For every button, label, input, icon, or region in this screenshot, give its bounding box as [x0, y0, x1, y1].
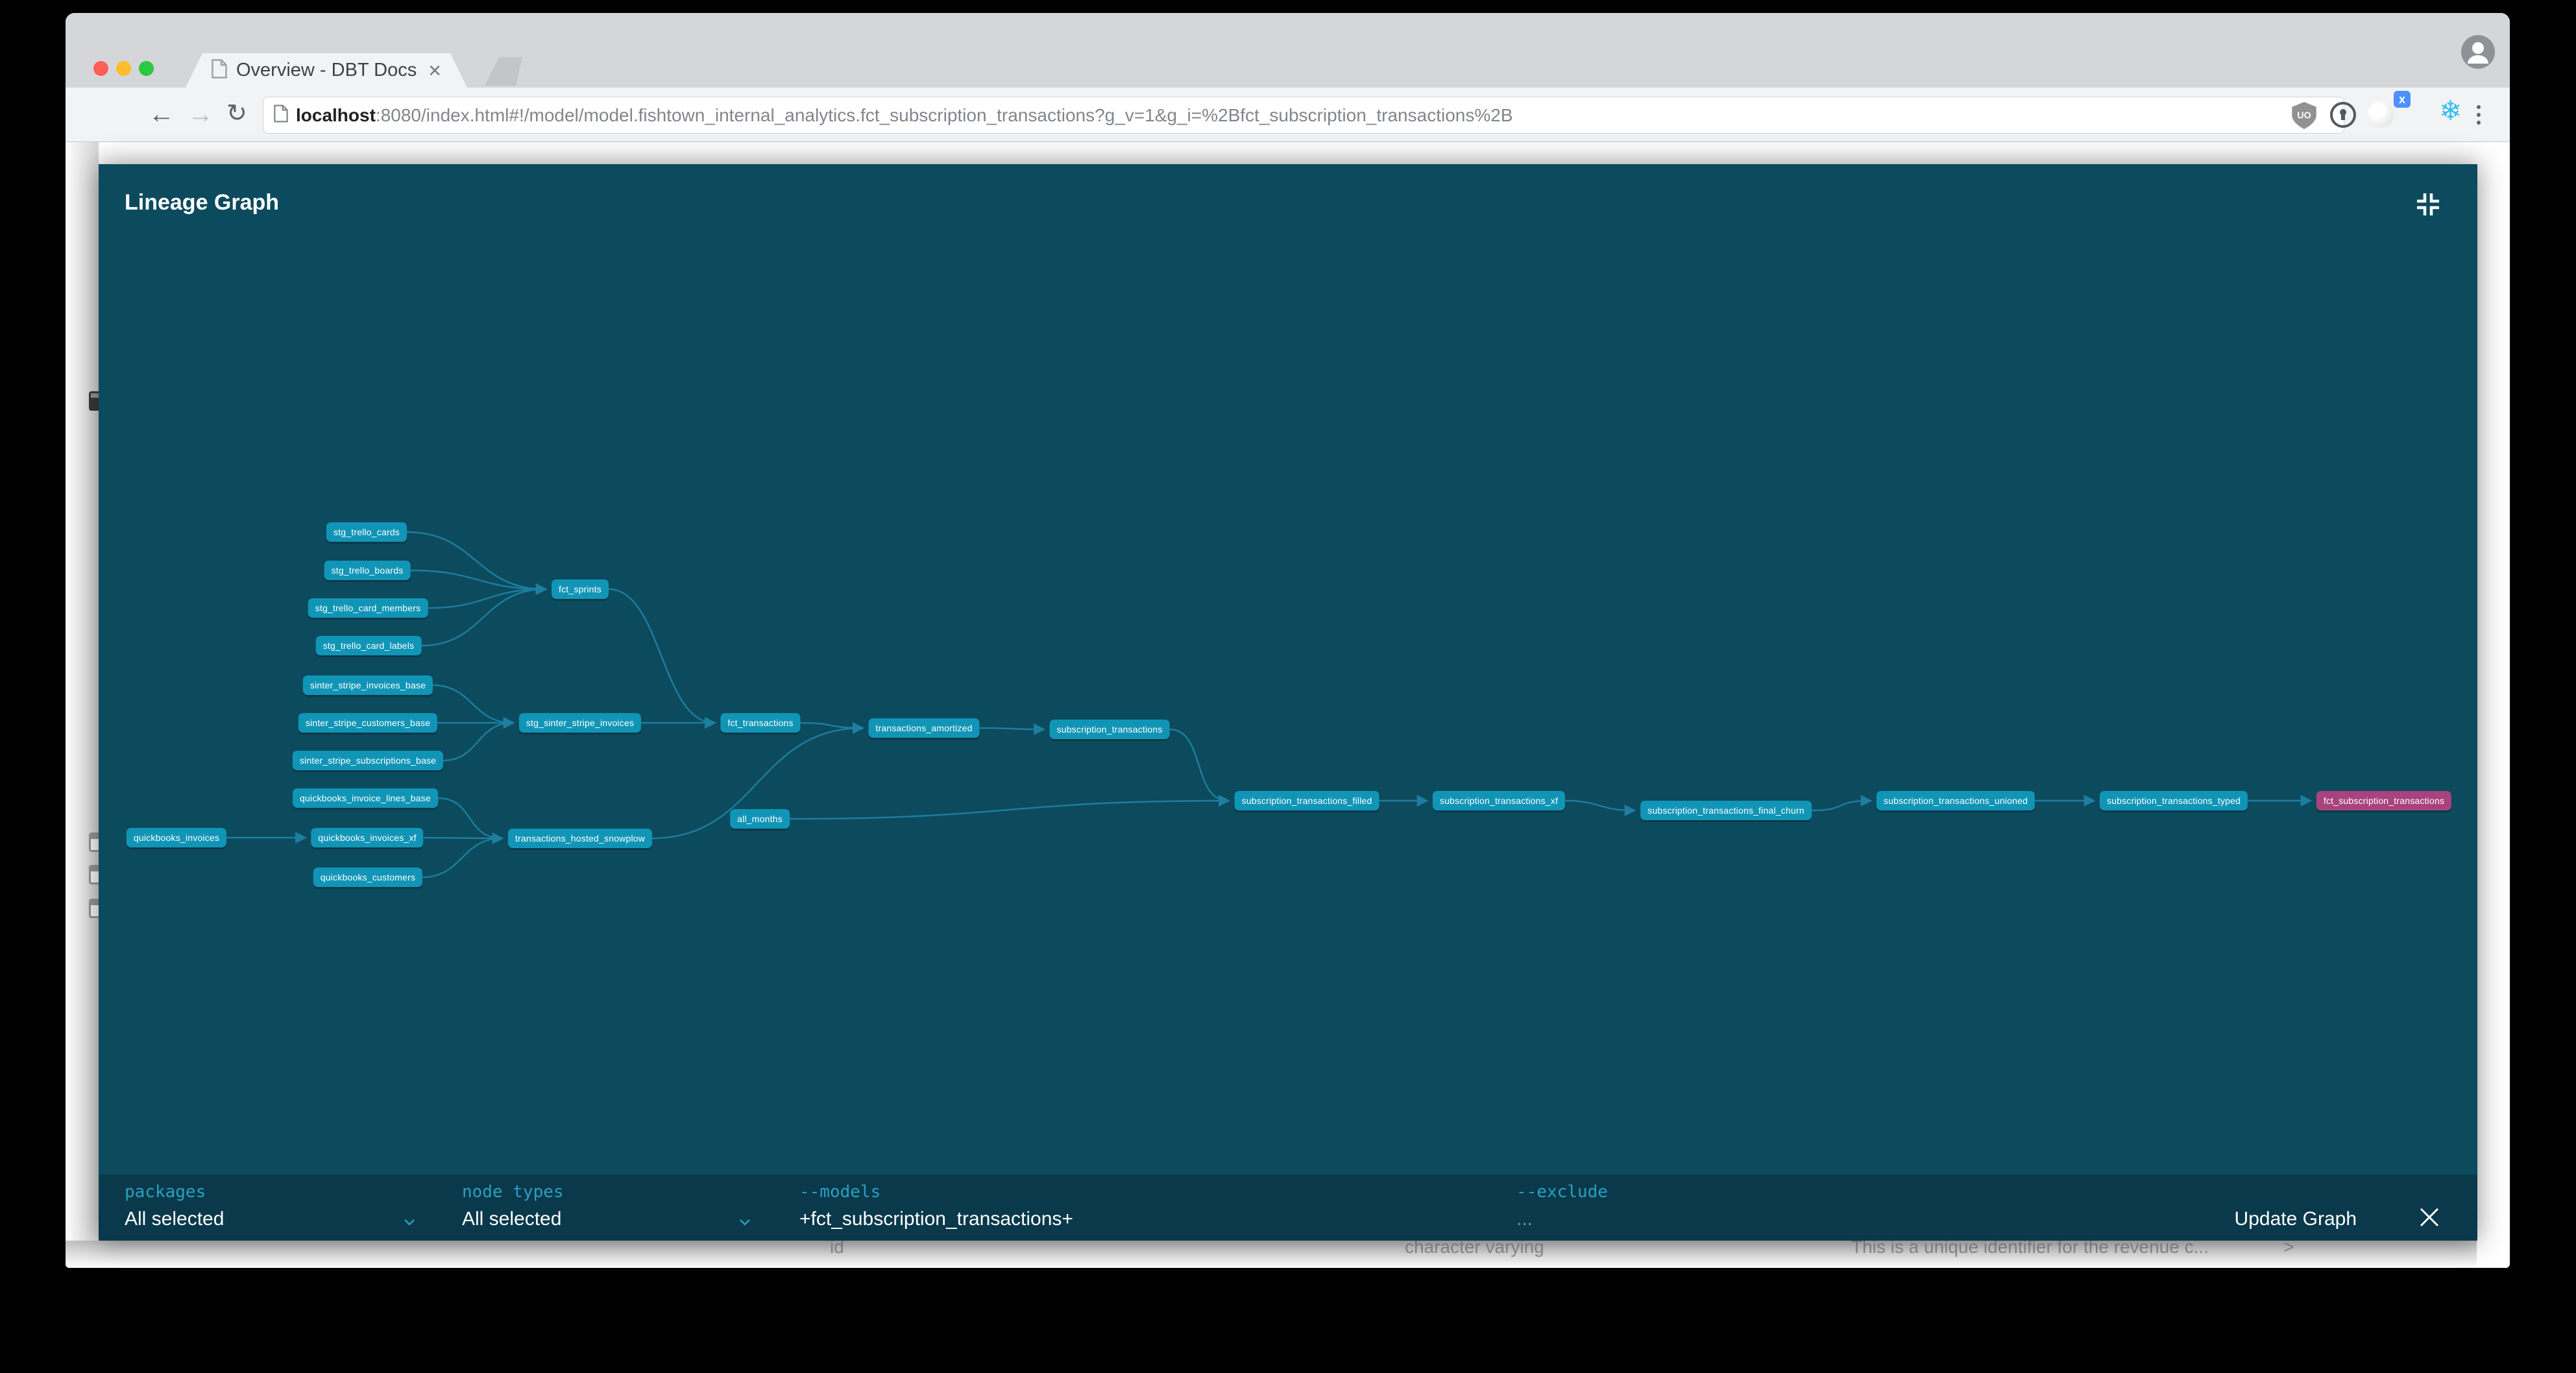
overlay-title: Lineage Graph — [125, 190, 280, 215]
graph-node-subscription_transactions_typed[interactable]: subscription_transactions_typed — [2099, 791, 2248, 810]
avatar-icon[interactable] — [2461, 35, 2495, 72]
column-name: id — [830, 1241, 844, 1257]
graph-node-sinter_stripe_customers_base[interactable]: sinter_stripe_customers_base — [298, 713, 438, 733]
graph-node-stg_trello_card_members[interactable]: stg_trello_card_members — [308, 598, 428, 618]
model-file-icon — [89, 899, 99, 918]
forward-icon: → — [188, 100, 213, 128]
graph-node-stg_trello_boards[interactable]: stg_trello_boards — [324, 561, 411, 580]
graph-node-subscription_transactions_xf[interactable]: subscription_transactions_xf — [1432, 791, 1566, 810]
node-types-label: node types — [462, 1182, 564, 1202]
close-icon[interactable] — [2418, 1206, 2441, 1229]
close-window-button[interactable] — [93, 61, 108, 76]
graph-node-subscription_transactions_final_churn[interactable]: subscription_transactions_final_churn — [1640, 801, 1812, 820]
graph-node-quickbooks_invoice_lines_base[interactable]: quickbooks_invoice_lines_base — [293, 788, 438, 808]
column-description: This is a unique identifier for the reve… — [1851, 1241, 2209, 1257]
minimize-window-button[interactable] — [116, 61, 131, 76]
ublock-icon[interactable]: UO — [2291, 101, 2317, 133]
graph-node-transactions_hosted_snowplow[interactable]: transactions_hosted_snowplow — [507, 829, 653, 848]
browser-tab[interactable]: Overview - DBT Docs × — [186, 53, 467, 88]
graph-node-stg_trello_cards[interactable]: stg_trello_cards — [326, 522, 407, 542]
graph-node-subscription_transactions_unioned[interactable]: subscription_transactions_unioned — [1876, 791, 2035, 810]
collapse-icon[interactable] — [2412, 189, 2444, 220]
browser-window: Overview - DBT Docs × ← → ↻ localhost:80… — [66, 13, 2510, 1268]
back-icon[interactable]: ← — [149, 100, 175, 128]
column-type: character varying — [1405, 1241, 1544, 1257]
snowflake-icon[interactable]: ❄ — [2439, 95, 2462, 126]
row-expand-chevron: > — [2283, 1241, 2294, 1257]
graph-filter-bar: packages All selected node types All sel… — [99, 1174, 2477, 1241]
graph-node-sinter_stripe_invoices_base[interactable]: sinter_stripe_invoices_base — [302, 675, 433, 695]
model-file-icon — [89, 832, 99, 852]
models-input[interactable]: +fct_subscription_transactions+ — [799, 1208, 1073, 1230]
edge-layer — [226, 531, 2313, 879]
lineage-graph-overlay: stg_trello_cards stg_trello_boards stg_tre… — [99, 164, 2477, 1241]
browser-menu-icon[interactable] — [2477, 104, 2481, 125]
exclude-input[interactable]: ... — [1516, 1208, 1533, 1230]
page-icon — [274, 104, 288, 126]
url-bar[interactable]: localhost:8080/index.html#!/model/model.… — [263, 97, 2344, 134]
tab-title: Overview - DBT Docs — [236, 60, 417, 80]
graph-node-all_months[interactable]: all_months — [730, 809, 790, 829]
graph-node-quickbooks_customers[interactable]: quickbooks_customers — [313, 868, 423, 887]
chevron-down-icon[interactable] — [402, 1215, 417, 1229]
graph-node-fct_transactions[interactable]: fct_transactions — [720, 713, 801, 733]
url-host: localhost — [296, 104, 376, 125]
background-table-row: id character varying This is a unique id… — [66, 1241, 2477, 1268]
new-tab-button[interactable] — [485, 57, 522, 86]
node-types-select[interactable]: All selected — [462, 1208, 562, 1230]
packages-select[interactable]: All selected — [125, 1208, 225, 1230]
update-graph-button[interactable]: Update Graph — [2234, 1208, 2357, 1230]
dbt-logo-icon — [89, 391, 99, 411]
graph-node-fct_subscription_transactions[interactable]: fct_subscription_transactions — [2316, 791, 2452, 810]
graph-node-fct_sprints[interactable]: fct_sprints — [552, 579, 609, 599]
lineage-canvas: stg_trello_cards stg_trello_boards stg_tre… — [99, 164, 2477, 1241]
packages-label: packages — [125, 1182, 206, 1202]
graph-node-transactions_amortized[interactable]: transactions_amortized — [868, 718, 980, 738]
graph-node-quickbooks_invoices[interactable]: quickbooks_invoices — [126, 828, 227, 847]
extension-x-badge: x — [2394, 91, 2411, 108]
background-sidebar-strip — [66, 142, 99, 1268]
reload-icon[interactable]: ↻ — [226, 100, 247, 127]
url-path: :8080/index.html#!/model/model.fishtown_… — [375, 104, 1513, 125]
chevron-down-icon[interactable] — [738, 1215, 752, 1229]
graph-node-quickbooks_invoices_xf[interactable]: quickbooks_invoices_xf — [311, 828, 424, 847]
onepassword-icon[interactable] — [2329, 101, 2357, 132]
graph-node-stg_sinter_stripe_invoices[interactable]: stg_sinter_stripe_invoices — [518, 713, 642, 733]
models-label: --models — [799, 1182, 881, 1202]
graph-node-subscription_transactions[interactable]: subscription_transactions — [1049, 720, 1170, 739]
model-file-icon — [89, 865, 99, 884]
graph-node-sinter_stripe_subscriptions_base[interactable]: sinter_stripe_subscriptions_base — [292, 751, 444, 770]
tab-strip: Overview - DBT Docs × — [66, 13, 2510, 88]
url-text: localhost:8080/index.html#!/model/model.… — [296, 105, 1513, 126]
tab-close-icon[interactable]: × — [428, 58, 441, 83]
exclude-label: --exclude — [1516, 1182, 1608, 1202]
graph-node-subscription_transactions_filled[interactable]: subscription_transactions_filled — [1234, 791, 1379, 810]
zoom-window-button[interactable] — [139, 61, 154, 76]
swirl-extension-icon[interactable] — [2368, 101, 2394, 127]
svg-text:UO: UO — [2297, 110, 2311, 121]
graph-node-stg_trello_card_labels[interactable]: stg_trello_card_labels — [315, 636, 422, 655]
favicon-icon — [212, 59, 227, 82]
